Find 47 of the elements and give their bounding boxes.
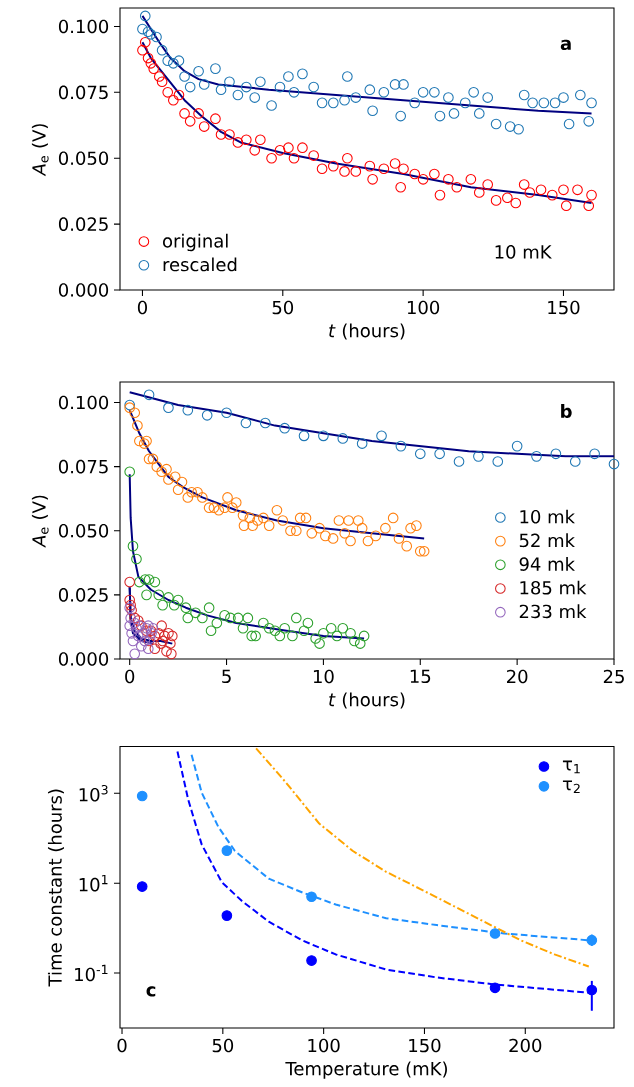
x-tick-label: 50: [212, 1038, 234, 1053]
y-tick-label: 0.100: [58, 19, 109, 34]
x-axis-title: t (hours): [329, 692, 405, 709]
x-tick-label: 0: [137, 300, 147, 315]
x-tick-label: 150: [548, 300, 580, 315]
x-tick-label: 50: [272, 300, 294, 315]
x-tick-label: 100: [308, 1038, 340, 1053]
legend-label: τ$_{1}$: [562, 760, 580, 774]
legend-label: 233 mk: [519, 604, 587, 619]
x-tick-label: 15: [410, 669, 431, 684]
y-tick-label: 0.050: [58, 151, 109, 166]
legend-label: 52 mk: [519, 533, 575, 548]
legend-label: τ$_{2}$: [562, 780, 580, 794]
x-tick-label: 25: [603, 669, 624, 684]
y-axis-title: Time constant (hours): [47, 789, 65, 987]
legend-label: 185 mk: [520, 580, 587, 595]
y-tick-label: 0.050: [58, 523, 109, 538]
x-tick-label: 0: [117, 1038, 127, 1053]
x-tick-label: 10: [313, 669, 334, 684]
y-tick-label: 0.025: [58, 217, 108, 231]
y-tick-label: 0.000: [58, 652, 109, 666]
x-tick-label: 20: [507, 669, 528, 684]
legend-label: original: [163, 233, 228, 252]
x-tick-label: 150: [409, 1038, 441, 1053]
y-tick-label: 0.000: [58, 283, 109, 297]
y-tick-label: 10$^{1}$: [79, 874, 108, 892]
annotation: b: [561, 404, 572, 419]
y-axis-title: A$_{e}$ (V): [31, 124, 49, 177]
x-tick-label: 100: [407, 300, 440, 315]
x-tick-label: 200: [509, 1038, 542, 1053]
y-tick-label: 10$^{3}$: [79, 784, 108, 802]
x-axis-title: t (hours): [329, 323, 405, 340]
x-tick-label: 0: [125, 669, 135, 684]
legend-label: 10 mk: [520, 509, 575, 524]
annotation: 10 mK: [495, 245, 552, 259]
annotation: a: [560, 39, 571, 51]
x-axis-title: Temperature (mK): [285, 1061, 447, 1079]
y-tick-label: 0.075: [58, 85, 108, 100]
legend-label: 94 mk: [519, 556, 575, 571]
legend-label: rescaled: [163, 257, 237, 272]
y-tick-label: 0.100: [58, 395, 109, 410]
y-axis-title: A$_{e}$ (V): [31, 495, 49, 548]
y-tick-label: 10$^{-1}$: [75, 964, 108, 982]
y-tick-label: 0.025: [58, 588, 108, 602]
x-tick-label: 5: [222, 669, 231, 684]
annotation: c: [146, 986, 156, 997]
y-tick-label: 0.075: [58, 459, 108, 474]
